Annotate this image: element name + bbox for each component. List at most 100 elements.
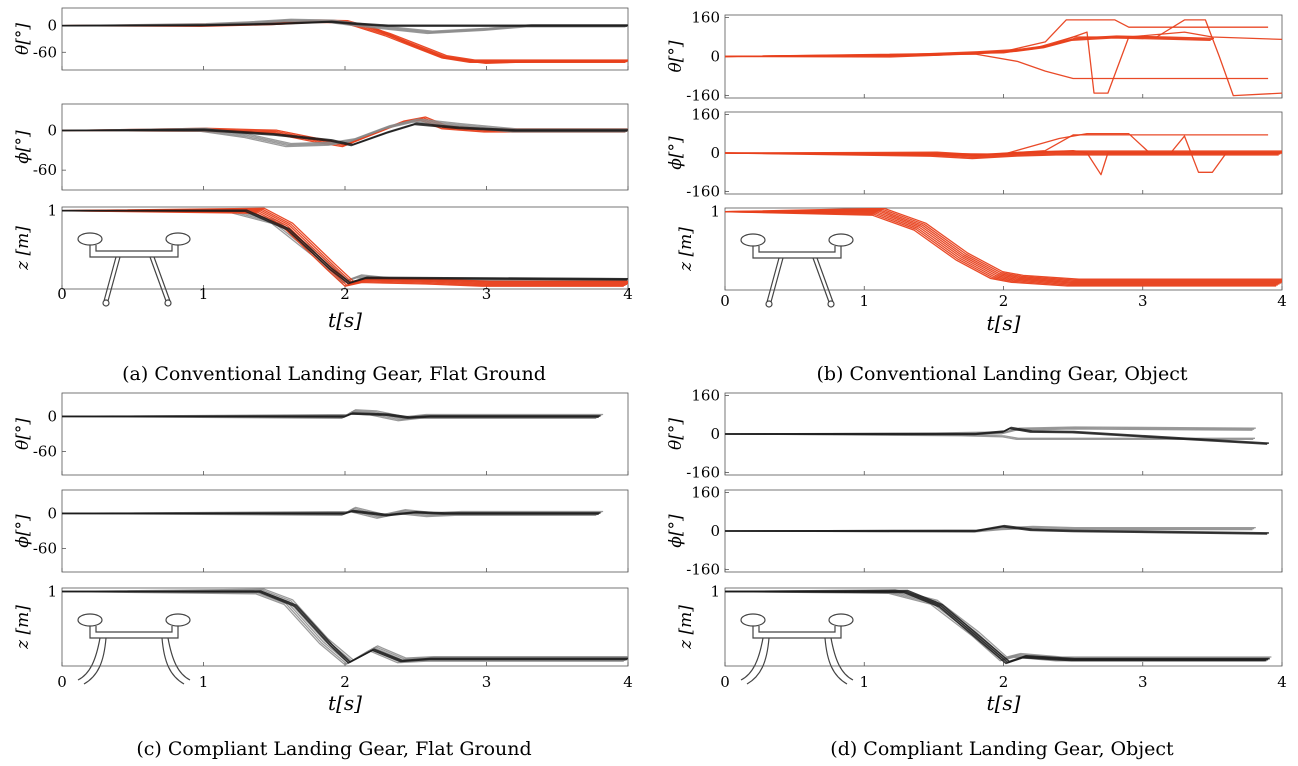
series-line-black [62,20,628,27]
series-group [725,589,1272,665]
x-tick-label: 1 [199,285,209,303]
y-tick-label: 0 [710,144,720,162]
y-axis-label: z [m] [13,605,33,650]
series-line-gray [62,588,628,661]
x-tick-label: 3 [1138,292,1148,310]
series-line-black [725,589,1270,663]
subfigures: 0-60θ[°]0-60ϕ[°]1z [m]0 1 2 3 4t[s](a) Conve… [13,7,1287,760]
y-tick-label: -160 [686,561,720,579]
y-tick-label: 0 [47,121,57,139]
series-line-gray [62,590,624,666]
panel-a-0: 0 -60θ[°] [13,7,629,71]
series-group [62,18,628,64]
series-line-gray [725,590,1265,662]
series-line-gray [62,119,628,146]
y-tick-label: -160 [686,464,720,482]
x-tick-label: 4 [623,673,633,691]
series-line-black [725,524,1269,534]
subfigure-a: 0-60θ[°]0-60ϕ[°]1z [m]0 1 2 3 4t[s](a) Conve… [13,7,633,385]
x-axis-label: t[s] [328,691,362,715]
y-tick-label: -60 [33,540,57,558]
y-axis-label: ϕ[°] [13,514,33,548]
series-line-gray [62,590,626,665]
x-tick-label: 1 [859,673,869,691]
subfigure-caption: (d) Compliant Landing Gear, Object [830,738,1174,760]
y-tick-label: 1 [710,203,720,221]
series-line-red [725,53,1269,80]
series-group [725,19,1282,97]
y-axis-label: z [m] [13,226,33,271]
panel-d-2: 1 z [m] [676,583,1283,685]
series-line-red [62,21,628,64]
panel-a-1: 0 -60ϕ[°] [13,103,629,191]
y-tick-label: 160 [691,386,720,404]
y-tick-label: -60 [33,161,57,179]
plot-frame [61,103,629,191]
series-group [725,133,1282,176]
series-line-gray [725,433,1254,440]
series-line-red [725,211,1278,286]
series-line-red [725,211,1282,284]
panel-c-1: 0 -60ϕ[°] [13,489,629,573]
series-line-red [62,20,628,64]
y-axis-label: z [m] [676,227,696,272]
series-line-gray [62,208,628,281]
series-line-gray [62,506,604,516]
series-group [62,409,604,422]
x-tick-label: 0 [720,292,730,310]
y-tick-label: 0 [710,48,720,66]
subfigure-c: 0-60θ[°]0-60ϕ[°]1z [m]0 1 2 3 4t[s](c) Compl… [13,392,633,760]
series-group [62,506,604,519]
conventional-landing-gear-icon [77,232,191,307]
y-tick-label: -60 [33,43,57,61]
conventional-landing-gear-icon [740,233,854,308]
y-tick-label: 1 [47,202,57,220]
x-tick-label: 1 [199,673,209,691]
series-line-red [725,208,1282,281]
series-line-black [62,590,628,664]
series-group [725,426,1269,445]
y-tick-label: -160 [686,183,720,201]
series-line-red [725,152,1279,160]
y-tick-label: 1 [710,583,720,601]
x-tick-label: 2 [999,292,1009,310]
panel-c-0: 0 -60θ[°] [13,392,629,476]
series-line-black [62,510,599,517]
series-line-gray [62,589,628,662]
series-line-black [62,509,601,516]
x-tick-label: 0 [720,673,730,691]
y-tick-label: -60 [33,443,57,461]
x-tick-label: 3 [482,285,492,303]
y-tick-label: 0 [710,522,720,540]
plot-frame [61,489,629,573]
series-line-black [62,209,628,284]
y-axis-label: ϕ[°] [666,514,686,548]
compliant-landing-gear-icon [740,613,854,685]
series-line-black [725,590,1269,664]
series-line-red [725,19,1282,97]
x-tick-label: 3 [482,673,492,691]
y-tick-label: 160 [691,483,720,501]
series-line-black [725,590,1267,665]
subfigure-caption: (a) Conventional Landing Gear, Flat Grou… [122,363,546,385]
x-tick-label: 2 [999,673,1009,691]
series-line-red [725,149,1282,176]
x-tick-label: 0 [57,285,67,303]
series-line-red [62,21,626,63]
series-line-red [62,207,628,282]
y-axis-label: ϕ[°] [666,136,686,170]
series-group [62,588,628,666]
y-axis-label: ϕ[°] [13,130,33,164]
subfigure-caption: (b) Conventional Landing Gear, Object [816,363,1187,385]
x-tick-label: 2 [340,285,350,303]
series-group [725,524,1269,535]
series-line-red [62,209,628,284]
x-axis-label: t[s] [328,308,362,332]
series-line-black [62,412,601,418]
series-line-black [62,122,628,146]
